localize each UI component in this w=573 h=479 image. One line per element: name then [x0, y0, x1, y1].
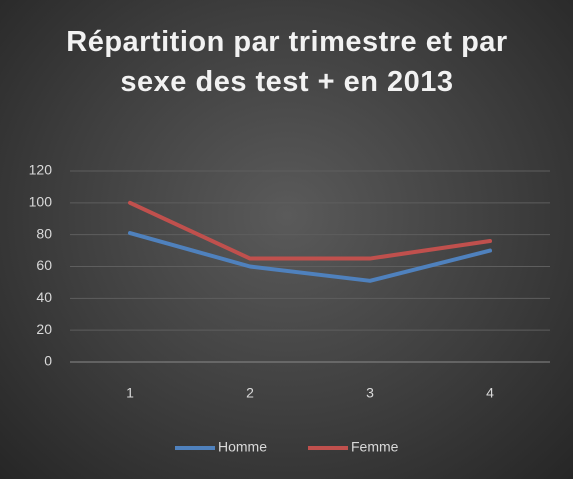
y-tick-label: 40: [36, 289, 52, 305]
y-tick-label: 120: [29, 162, 53, 178]
chart-title: Répartition par trimestre et par sexe de…: [66, 26, 508, 98]
x-tick-label: 4: [486, 385, 494, 401]
legend-label: Femme: [351, 439, 399, 455]
y-tick-label: 20: [36, 321, 52, 337]
y-tick-label: 100: [29, 194, 53, 210]
series-line: [128, 200, 492, 261]
y-tick-label: 0: [44, 353, 52, 369]
x-tick-label: 2: [246, 385, 254, 401]
x-tick-label: 1: [126, 385, 134, 401]
series-line: [128, 231, 492, 283]
legend-label: Homme: [218, 439, 267, 455]
x-tick-label: 3: [366, 385, 374, 401]
y-tick-label: 60: [36, 257, 52, 273]
y-tick-label: 80: [36, 225, 52, 241]
